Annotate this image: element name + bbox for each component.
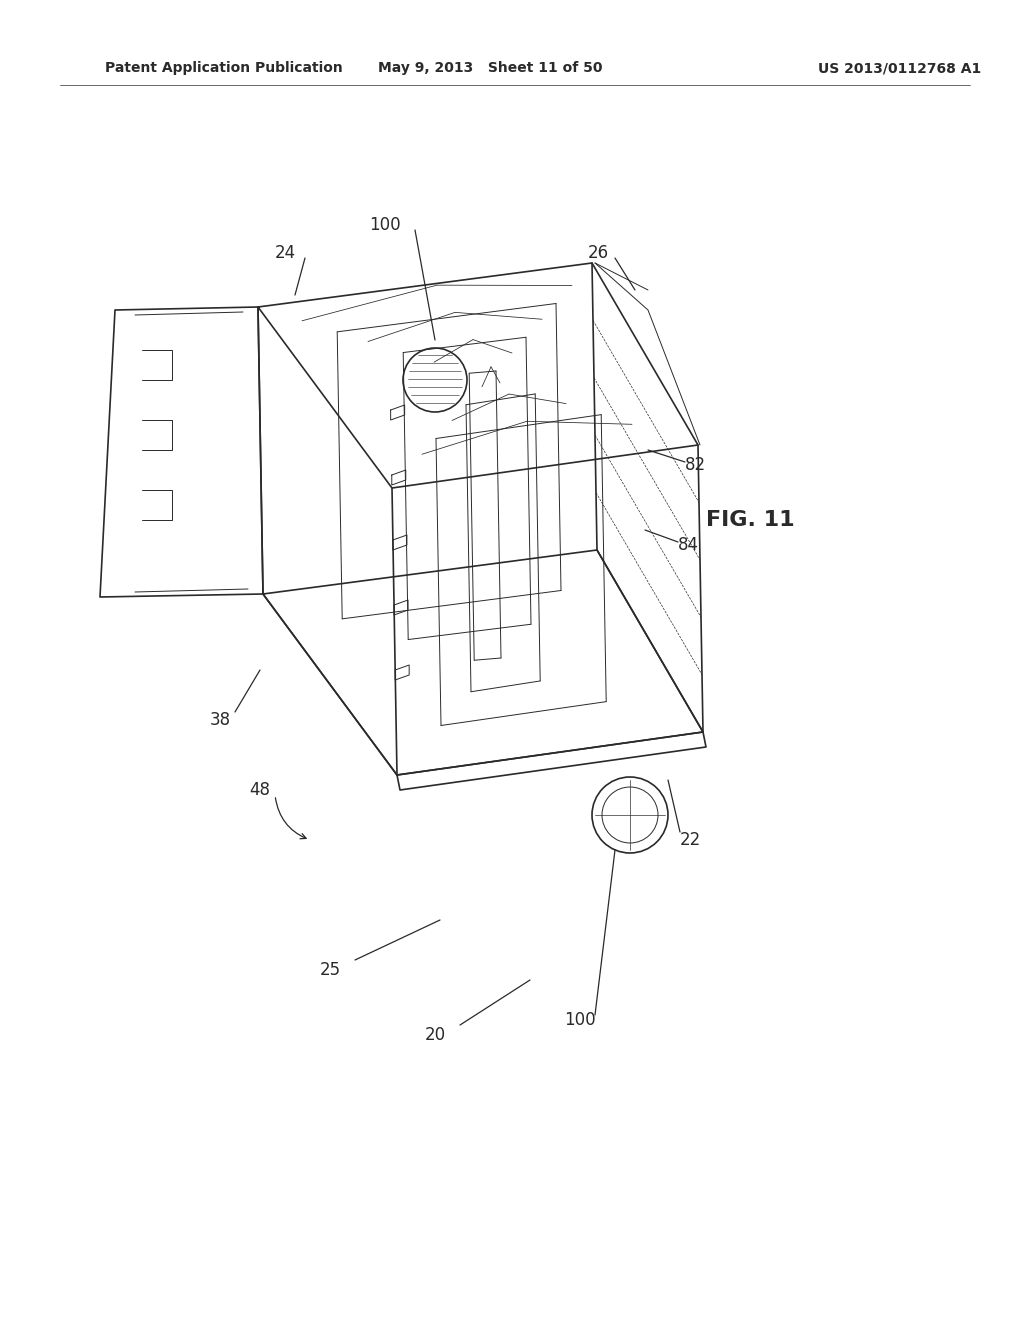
Text: US 2013/0112768 A1: US 2013/0112768 A1 [818, 61, 982, 75]
Text: 38: 38 [210, 711, 230, 729]
Text: 84: 84 [678, 536, 698, 554]
Text: Patent Application Publication: Patent Application Publication [105, 61, 343, 75]
Text: 82: 82 [684, 455, 706, 474]
Text: 24: 24 [274, 244, 296, 261]
Text: 22: 22 [679, 832, 700, 849]
Text: 100: 100 [564, 1011, 596, 1030]
Text: May 9, 2013   Sheet 11 of 50: May 9, 2013 Sheet 11 of 50 [378, 61, 602, 75]
Text: 48: 48 [250, 781, 270, 799]
Text: 25: 25 [319, 961, 341, 979]
Text: 26: 26 [588, 244, 608, 261]
Text: FIG. 11: FIG. 11 [706, 510, 795, 531]
Text: 100: 100 [370, 216, 400, 234]
Text: 20: 20 [424, 1026, 445, 1044]
